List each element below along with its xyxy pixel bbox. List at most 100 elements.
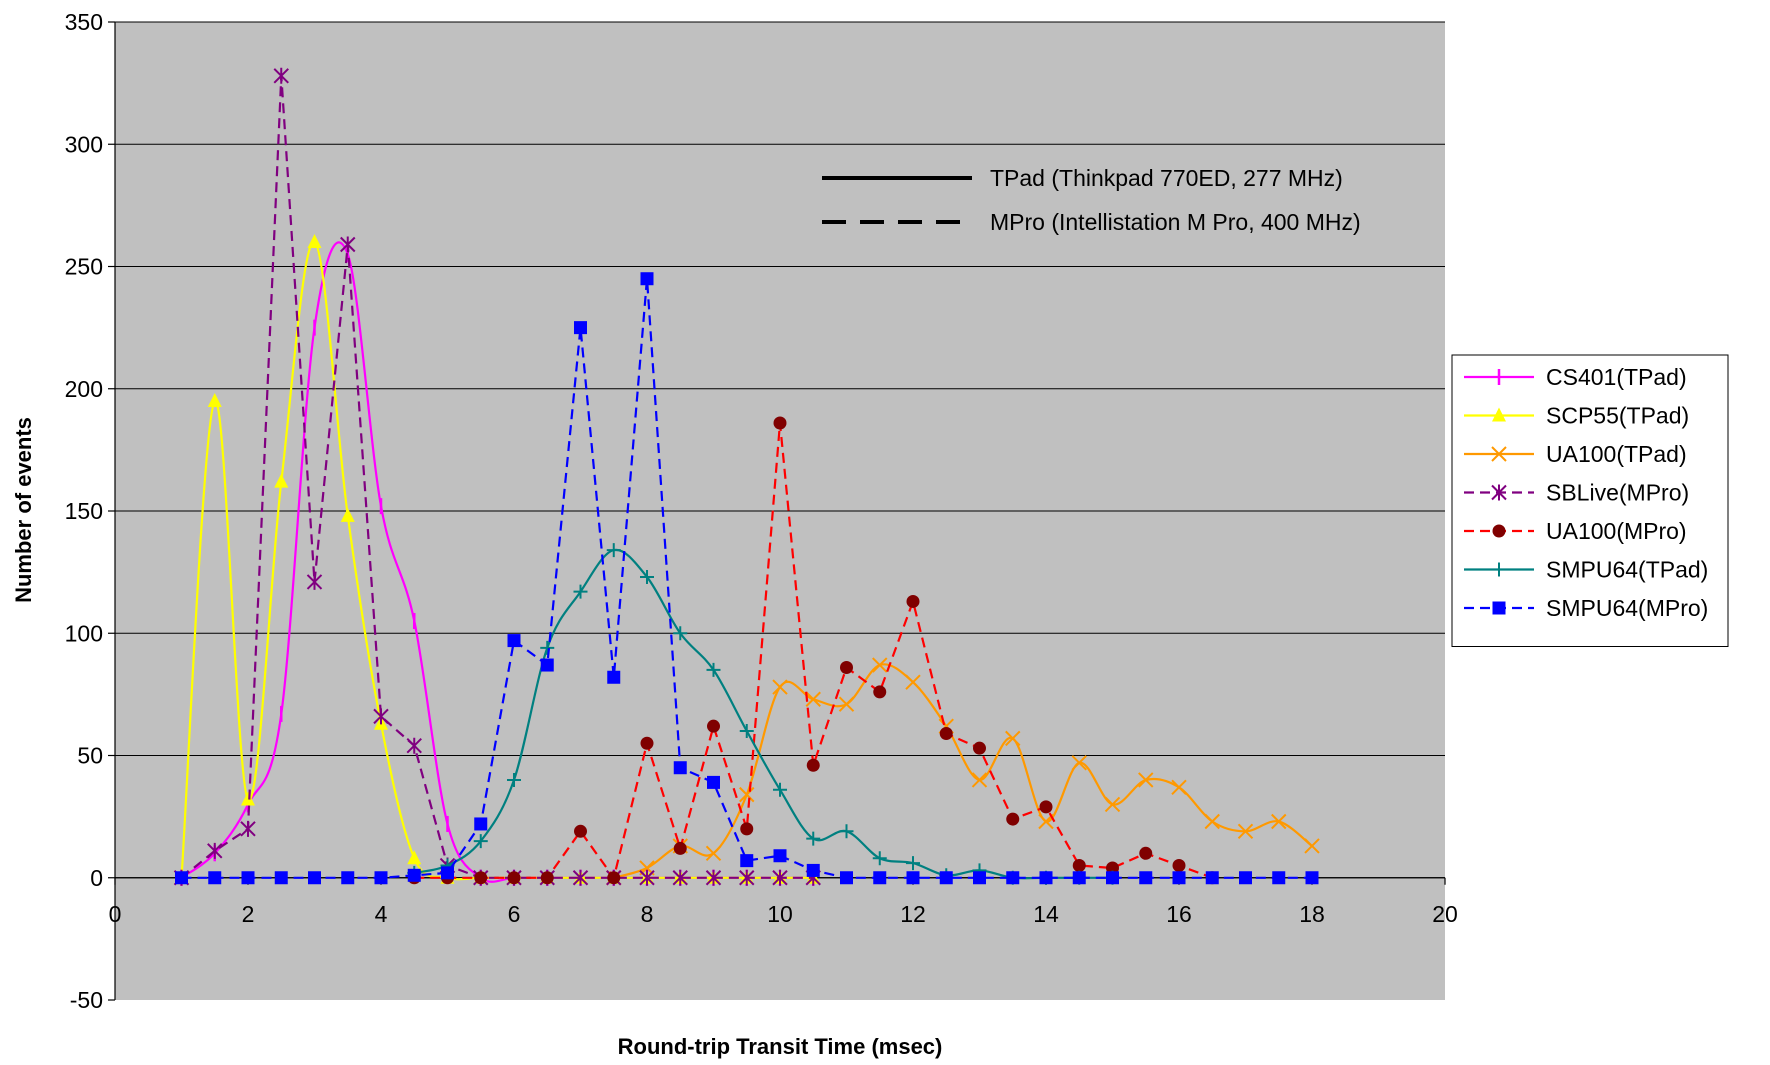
smpu64-tpad-point — [640, 570, 654, 585]
smpu64-mpro-point — [1072, 871, 1086, 885]
scp55-tpad-point — [340, 507, 355, 522]
ua100-mpro-point — [640, 736, 654, 750]
ua100-mpro-point — [1172, 859, 1186, 873]
sblive-mpro-point — [572, 869, 589, 886]
smpu64-mpro-point — [441, 866, 454, 880]
ua100-mpro-point — [773, 416, 787, 430]
y-tick-label: 250 — [65, 254, 103, 280]
legend-smpu64-mpro-point — [1492, 601, 1506, 615]
smpu64-mpro-point — [274, 871, 288, 885]
smpu64-tpad-point — [606, 543, 621, 558]
ua100-tpad-point — [705, 845, 722, 862]
ua100-tpad-point — [971, 772, 988, 788]
style-key-label: MPro (Intellistation M Pro, 400 MHz) — [990, 209, 1361, 235]
smpu64-tpad-point — [473, 834, 488, 849]
ua100-mpro-point — [507, 871, 521, 885]
x-tick-label: 6 — [508, 901, 521, 927]
smpu64-mpro-point — [740, 854, 754, 868]
sblive-mpro-point — [373, 708, 389, 725]
ua100-tpad-point — [905, 674, 921, 690]
smpu64-mpro-point — [873, 871, 887, 885]
smpu64-mpro-point — [707, 775, 720, 789]
ua100-tpad-point — [1237, 823, 1254, 840]
ua100-mpro-point — [673, 841, 687, 855]
ua100-tpad-point — [1171, 779, 1187, 795]
ua100-mpro-point — [939, 726, 953, 740]
y-tick-label: 300 — [65, 131, 103, 157]
sblive-mpro-point — [639, 869, 655, 886]
smpu64-mpro-point — [673, 761, 687, 775]
smpu64-mpro-point — [906, 871, 920, 885]
ua100-mpro-point — [906, 594, 920, 608]
legend-ua100-mpro-point — [1492, 524, 1506, 538]
smpu64-mpro-point — [540, 658, 554, 672]
legend-label: SCP55(TPad) — [1546, 403, 1689, 429]
ua100-tpad-point — [872, 657, 888, 673]
smpu64-mpro-point — [1272, 871, 1286, 885]
smpu64-mpro-point — [474, 817, 488, 831]
smpu64-mpro-point — [374, 871, 388, 885]
ua100-tpad-point — [1204, 813, 1220, 830]
smpu64-mpro-point — [1305, 871, 1319, 885]
legend-label: SBLive(MPro) — [1546, 480, 1689, 506]
ua100-mpro-point — [607, 871, 621, 885]
ua100-mpro-point — [1006, 812, 1020, 826]
ua100-mpro-point — [1106, 861, 1119, 875]
smpu64-mpro-point — [407, 868, 421, 882]
ua100-tpad-point — [739, 786, 755, 803]
smpu64-tpad-point — [906, 856, 920, 871]
series-ua100-mpro — [407, 416, 1219, 885]
smpu64-mpro-point — [607, 670, 621, 684]
x-axis-title: Round-trip Transit Time (msec) — [618, 1034, 943, 1059]
x-tick-label: 18 — [1299, 901, 1325, 927]
ua100-tpad-point — [1104, 796, 1121, 813]
smpu64-mpro-point — [640, 272, 654, 286]
smpu64-mpro-point — [1205, 871, 1219, 885]
smpu64-mpro-point — [1006, 871, 1020, 885]
smpu64-mpro-point — [507, 634, 521, 648]
y-tick-label: 0 — [90, 865, 103, 891]
smpu64-tpad-point — [507, 772, 521, 787]
y-tick-label: -50 — [70, 987, 103, 1013]
sblive-mpro-point — [207, 842, 223, 859]
smpu64-mpro-point — [773, 849, 787, 863]
legend: CS401(TPad) SCP55(TPad) UA100(TPad) SBLive(… — [1451, 354, 1729, 647]
scp55-tpad-point — [207, 392, 222, 407]
series-smpu64-mpro — [175, 272, 1319, 885]
ua100-tpad-point — [1271, 813, 1287, 830]
sblive-mpro-point — [672, 869, 688, 886]
legend-ua100-tpad-point — [1491, 446, 1507, 462]
smpu64-mpro-point — [973, 871, 986, 885]
series-layer — [173, 67, 1320, 886]
ua100-tpad-point — [1071, 755, 1087, 771]
smpu64-mpro-point — [1139, 871, 1153, 885]
ua100-mpro-point — [873, 685, 887, 699]
series-ua100-tpad — [606, 657, 1320, 886]
ua100-mpro-point — [707, 719, 720, 733]
x-tick-label: 0 — [109, 901, 122, 927]
ua100-mpro-point — [1039, 800, 1053, 814]
ua100-mpro-point — [973, 741, 986, 755]
smpu64-tpad-point — [773, 782, 787, 797]
ua100-mpro-point — [1072, 859, 1086, 873]
smpu64-mpro-point — [175, 871, 188, 885]
ua100-mpro-point — [840, 660, 853, 674]
ua100-tpad-point — [1005, 730, 1021, 747]
x-tick-label: 12 — [900, 901, 926, 927]
x-tick-label: 10 — [767, 901, 793, 927]
smpu64-tpad-point — [806, 831, 821, 846]
sblive-mpro-point — [406, 737, 422, 754]
series-line-smpu64-tpad — [414, 548, 1113, 880]
x-tick-label: 14 — [1033, 901, 1059, 927]
smpu64-mpro-point — [1039, 871, 1053, 885]
ua100-tpad-point — [805, 691, 821, 707]
ua100-tpad-point — [1138, 772, 1154, 788]
y-tick-label: 150 — [65, 498, 103, 524]
smpu64-tpad-point — [673, 626, 688, 641]
scp55-tpad-point — [307, 234, 322, 249]
smpu64-tpad-point — [573, 584, 588, 599]
smpu64-tpad-point — [872, 851, 887, 866]
sblive-mpro-point — [340, 236, 356, 253]
axes: -50 0 50 100 150 200 250 300 350 0 2 4 6 8 10 12 14 16 18 2… — [65, 9, 1458, 1013]
